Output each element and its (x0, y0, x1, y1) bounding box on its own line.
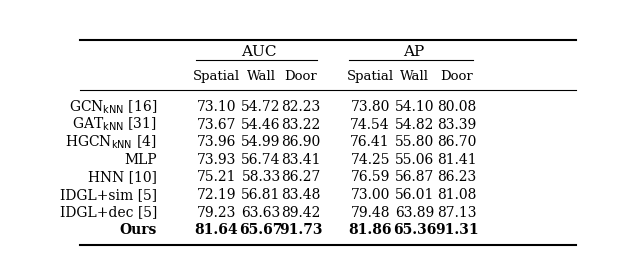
Text: 56.01: 56.01 (395, 188, 435, 202)
Text: 83.41: 83.41 (281, 153, 321, 167)
Text: Spatial: Spatial (193, 70, 240, 83)
Text: 73.10: 73.10 (196, 100, 236, 114)
Text: IDGL+sim [5]: IDGL+sim [5] (60, 188, 157, 202)
Text: 79.48: 79.48 (351, 205, 390, 220)
Text: 82.23: 82.23 (281, 100, 321, 114)
Text: Door: Door (440, 70, 474, 83)
Text: 55.06: 55.06 (395, 153, 435, 167)
Text: Wall: Wall (400, 70, 429, 83)
Text: 83.48: 83.48 (281, 188, 321, 202)
Text: 72.19: 72.19 (196, 188, 236, 202)
Text: 75.21: 75.21 (196, 170, 236, 184)
Text: 91.73: 91.73 (279, 223, 323, 237)
Text: 55.80: 55.80 (395, 135, 435, 149)
Text: 63.89: 63.89 (395, 205, 435, 220)
Text: 56.74: 56.74 (241, 153, 281, 167)
Text: 73.67: 73.67 (196, 118, 236, 132)
Text: 54.99: 54.99 (241, 135, 281, 149)
Text: 81.08: 81.08 (437, 188, 477, 202)
Text: 73.93: 73.93 (196, 153, 236, 167)
Text: 65.36: 65.36 (393, 223, 436, 237)
Text: 86.90: 86.90 (281, 135, 321, 149)
Text: 56.87: 56.87 (395, 170, 435, 184)
Text: 80.08: 80.08 (437, 100, 477, 114)
Text: 86.27: 86.27 (281, 170, 321, 184)
Text: Wall: Wall (246, 70, 276, 83)
Text: 54.46: 54.46 (241, 118, 281, 132)
Text: 79.23: 79.23 (196, 205, 236, 220)
Text: 81.64: 81.64 (195, 223, 238, 237)
Text: 74.25: 74.25 (351, 153, 390, 167)
Text: 54.72: 54.72 (241, 100, 281, 114)
Text: Spatial: Spatial (347, 70, 394, 83)
Text: 65.67: 65.67 (239, 223, 283, 237)
Text: 56.81: 56.81 (241, 188, 281, 202)
Text: 63.63: 63.63 (241, 205, 281, 220)
Text: AUC: AUC (241, 44, 276, 59)
Text: GCN$_{\mathrm{kNN}}$ [16]: GCN$_{\mathrm{kNN}}$ [16] (68, 98, 157, 116)
Text: 91.31: 91.31 (435, 223, 479, 237)
Text: 87.13: 87.13 (437, 205, 477, 220)
Text: 89.42: 89.42 (281, 205, 321, 220)
Text: Door: Door (284, 70, 317, 83)
Text: AP: AP (403, 44, 424, 59)
Text: 54.10: 54.10 (395, 100, 435, 114)
Text: 73.00: 73.00 (351, 188, 390, 202)
Text: 83.22: 83.22 (281, 118, 321, 132)
Text: 74.54: 74.54 (350, 118, 390, 132)
Text: HNN [10]: HNN [10] (88, 170, 157, 184)
Text: 73.80: 73.80 (351, 100, 390, 114)
Text: Ours: Ours (120, 223, 157, 237)
Text: 58.33: 58.33 (241, 170, 281, 184)
Text: GAT$_{\mathrm{kNN}}$ [31]: GAT$_{\mathrm{kNN}}$ [31] (72, 116, 157, 133)
Text: 76.41: 76.41 (350, 135, 390, 149)
Text: HGCN$_{\mathrm{kNN}}$ [4]: HGCN$_{\mathrm{kNN}}$ [4] (65, 134, 157, 151)
Text: 83.39: 83.39 (437, 118, 477, 132)
Text: 81.86: 81.86 (348, 223, 392, 237)
Text: 81.41: 81.41 (437, 153, 477, 167)
Text: 86.23: 86.23 (437, 170, 477, 184)
Text: 73.96: 73.96 (196, 135, 236, 149)
Text: 54.82: 54.82 (395, 118, 435, 132)
Text: MLP: MLP (124, 153, 157, 167)
Text: 76.59: 76.59 (351, 170, 390, 184)
Text: 86.70: 86.70 (437, 135, 477, 149)
Text: IDGL+dec [5]: IDGL+dec [5] (60, 205, 157, 220)
